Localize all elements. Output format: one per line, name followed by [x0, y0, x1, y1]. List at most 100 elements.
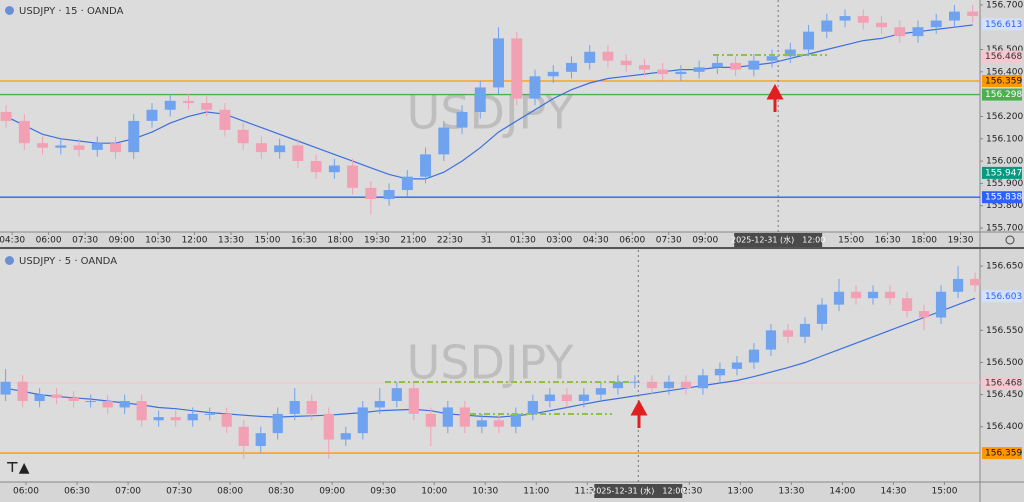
x-tick-label: 10:30: [472, 487, 498, 497]
candle-body: [306, 401, 317, 414]
candle-body: [274, 145, 286, 153]
y-tick-label: 156.500: [986, 45, 1023, 55]
candle-body: [119, 401, 130, 408]
price-badge-label: 156.468: [985, 379, 1022, 389]
x-tick-label: 14:30: [880, 487, 906, 497]
chart-title: USDJPY · 15 · OANDA: [19, 6, 124, 17]
candle-body: [401, 176, 413, 191]
x-tick-label: 09:00: [692, 236, 718, 246]
x-tick-label: 09:30: [370, 487, 396, 497]
x-tick-label: 06:00: [13, 487, 39, 497]
candle-body: [901, 298, 913, 312]
candle-body: [803, 31, 815, 50]
candle-body: [408, 388, 419, 414]
candle-body: [578, 394, 589, 402]
candle-body: [73, 145, 85, 150]
candle-body: [748, 60, 760, 70]
candle-body: [527, 401, 538, 414]
candle-body: [511, 38, 523, 99]
x-tick-label: 06:30: [64, 487, 90, 497]
candle-body: [680, 381, 692, 389]
candle-body: [850, 291, 862, 299]
candle-body: [0, 381, 11, 395]
price-badge: [982, 290, 1022, 303]
price-badge: [982, 50, 1022, 63]
watermark: USDJPY: [407, 86, 575, 140]
candle-body: [839, 16, 851, 21]
x-tick-label: 21:00: [400, 236, 426, 246]
y-tick-label: 156.400: [986, 67, 1023, 77]
candle-body: [675, 71, 687, 75]
price-badge: [982, 377, 1022, 390]
price-badge-label: 156.603: [985, 292, 1022, 302]
candle-body: [711, 62, 723, 68]
candle-body: [620, 60, 632, 66]
x-tick-label: 13:30: [218, 236, 244, 246]
settings-icon[interactable]: [1005, 235, 1015, 245]
candle-body: [170, 417, 181, 421]
candle-body: [876, 22, 887, 28]
candle-body: [219, 109, 231, 130]
x-tick-label: 12:00: [182, 236, 208, 246]
crosshair-label-bg: [734, 233, 823, 247]
arrow: [630, 399, 648, 428]
crosshair-label: 2025-12-31 (水) 12:00: [731, 235, 825, 245]
candle-body: [561, 394, 572, 402]
candle-body: [201, 103, 213, 110]
candle-body: [456, 111, 468, 128]
candle-body: [766, 56, 778, 61]
candle-body: [238, 426, 249, 447]
candle-body: [187, 413, 198, 421]
candle-body: [425, 413, 436, 427]
candle-body: [55, 145, 67, 148]
candle-body: [221, 413, 232, 427]
x-tick-label: 12:30: [676, 487, 702, 497]
x-tick-label: 15:00: [931, 487, 957, 497]
candle-body: [657, 69, 669, 75]
candle-body: [894, 27, 906, 37]
candle-body: [612, 381, 624, 389]
x-tick-label: 31: [481, 236, 492, 246]
candle-body: [255, 433, 266, 447]
y-tick-label: 156.200: [986, 112, 1023, 122]
candle-body: [17, 381, 28, 402]
crosshair-label: 2025-12-31 (水) 12:00: [591, 486, 685, 496]
candle-body: [347, 165, 359, 188]
candle-body: [493, 38, 504, 88]
candle-body: [365, 187, 377, 199]
price-badge-label: 156.359: [985, 449, 1022, 459]
candle-body: [765, 330, 777, 350]
candle-body: [292, 145, 304, 162]
price-badge-label: 156.613: [985, 20, 1022, 30]
candle-body: [420, 154, 432, 177]
candle-body: [912, 27, 924, 37]
candle-body: [529, 76, 541, 99]
candle-body: [646, 381, 658, 389]
panel: USDJPY USDJPY · 5 · OANDA 156.650 156.550 15…: [0, 250, 1023, 498]
candle-body: [595, 388, 606, 395]
price-badge: [982, 18, 1022, 31]
price-badge: [982, 191, 1022, 204]
candle-body: [459, 407, 470, 427]
price-badge-label: 155.838: [985, 193, 1022, 203]
candle-body: [391, 388, 402, 402]
x-tick-label: 10:30: [145, 236, 171, 246]
chart-title: USDJPY · 5 · OANDA: [19, 256, 117, 267]
candle-body: [164, 100, 176, 110]
x-tick-label: 19:30: [948, 236, 974, 246]
symbol-icon: [5, 6, 14, 15]
price-badge: [982, 74, 1022, 87]
candle-body: [153, 417, 164, 421]
plot-area: [0, 0, 980, 232]
x-tick-label: 15:00: [255, 236, 281, 246]
candle-body: [935, 291, 947, 318]
logo: ⊤▲: [6, 460, 30, 476]
candle-body: [237, 129, 249, 144]
candle-body: [867, 291, 879, 299]
candle-body: [782, 330, 794, 337]
candle-body: [918, 311, 930, 318]
candle-body: [857, 16, 869, 23]
candle-body: [638, 65, 650, 70]
